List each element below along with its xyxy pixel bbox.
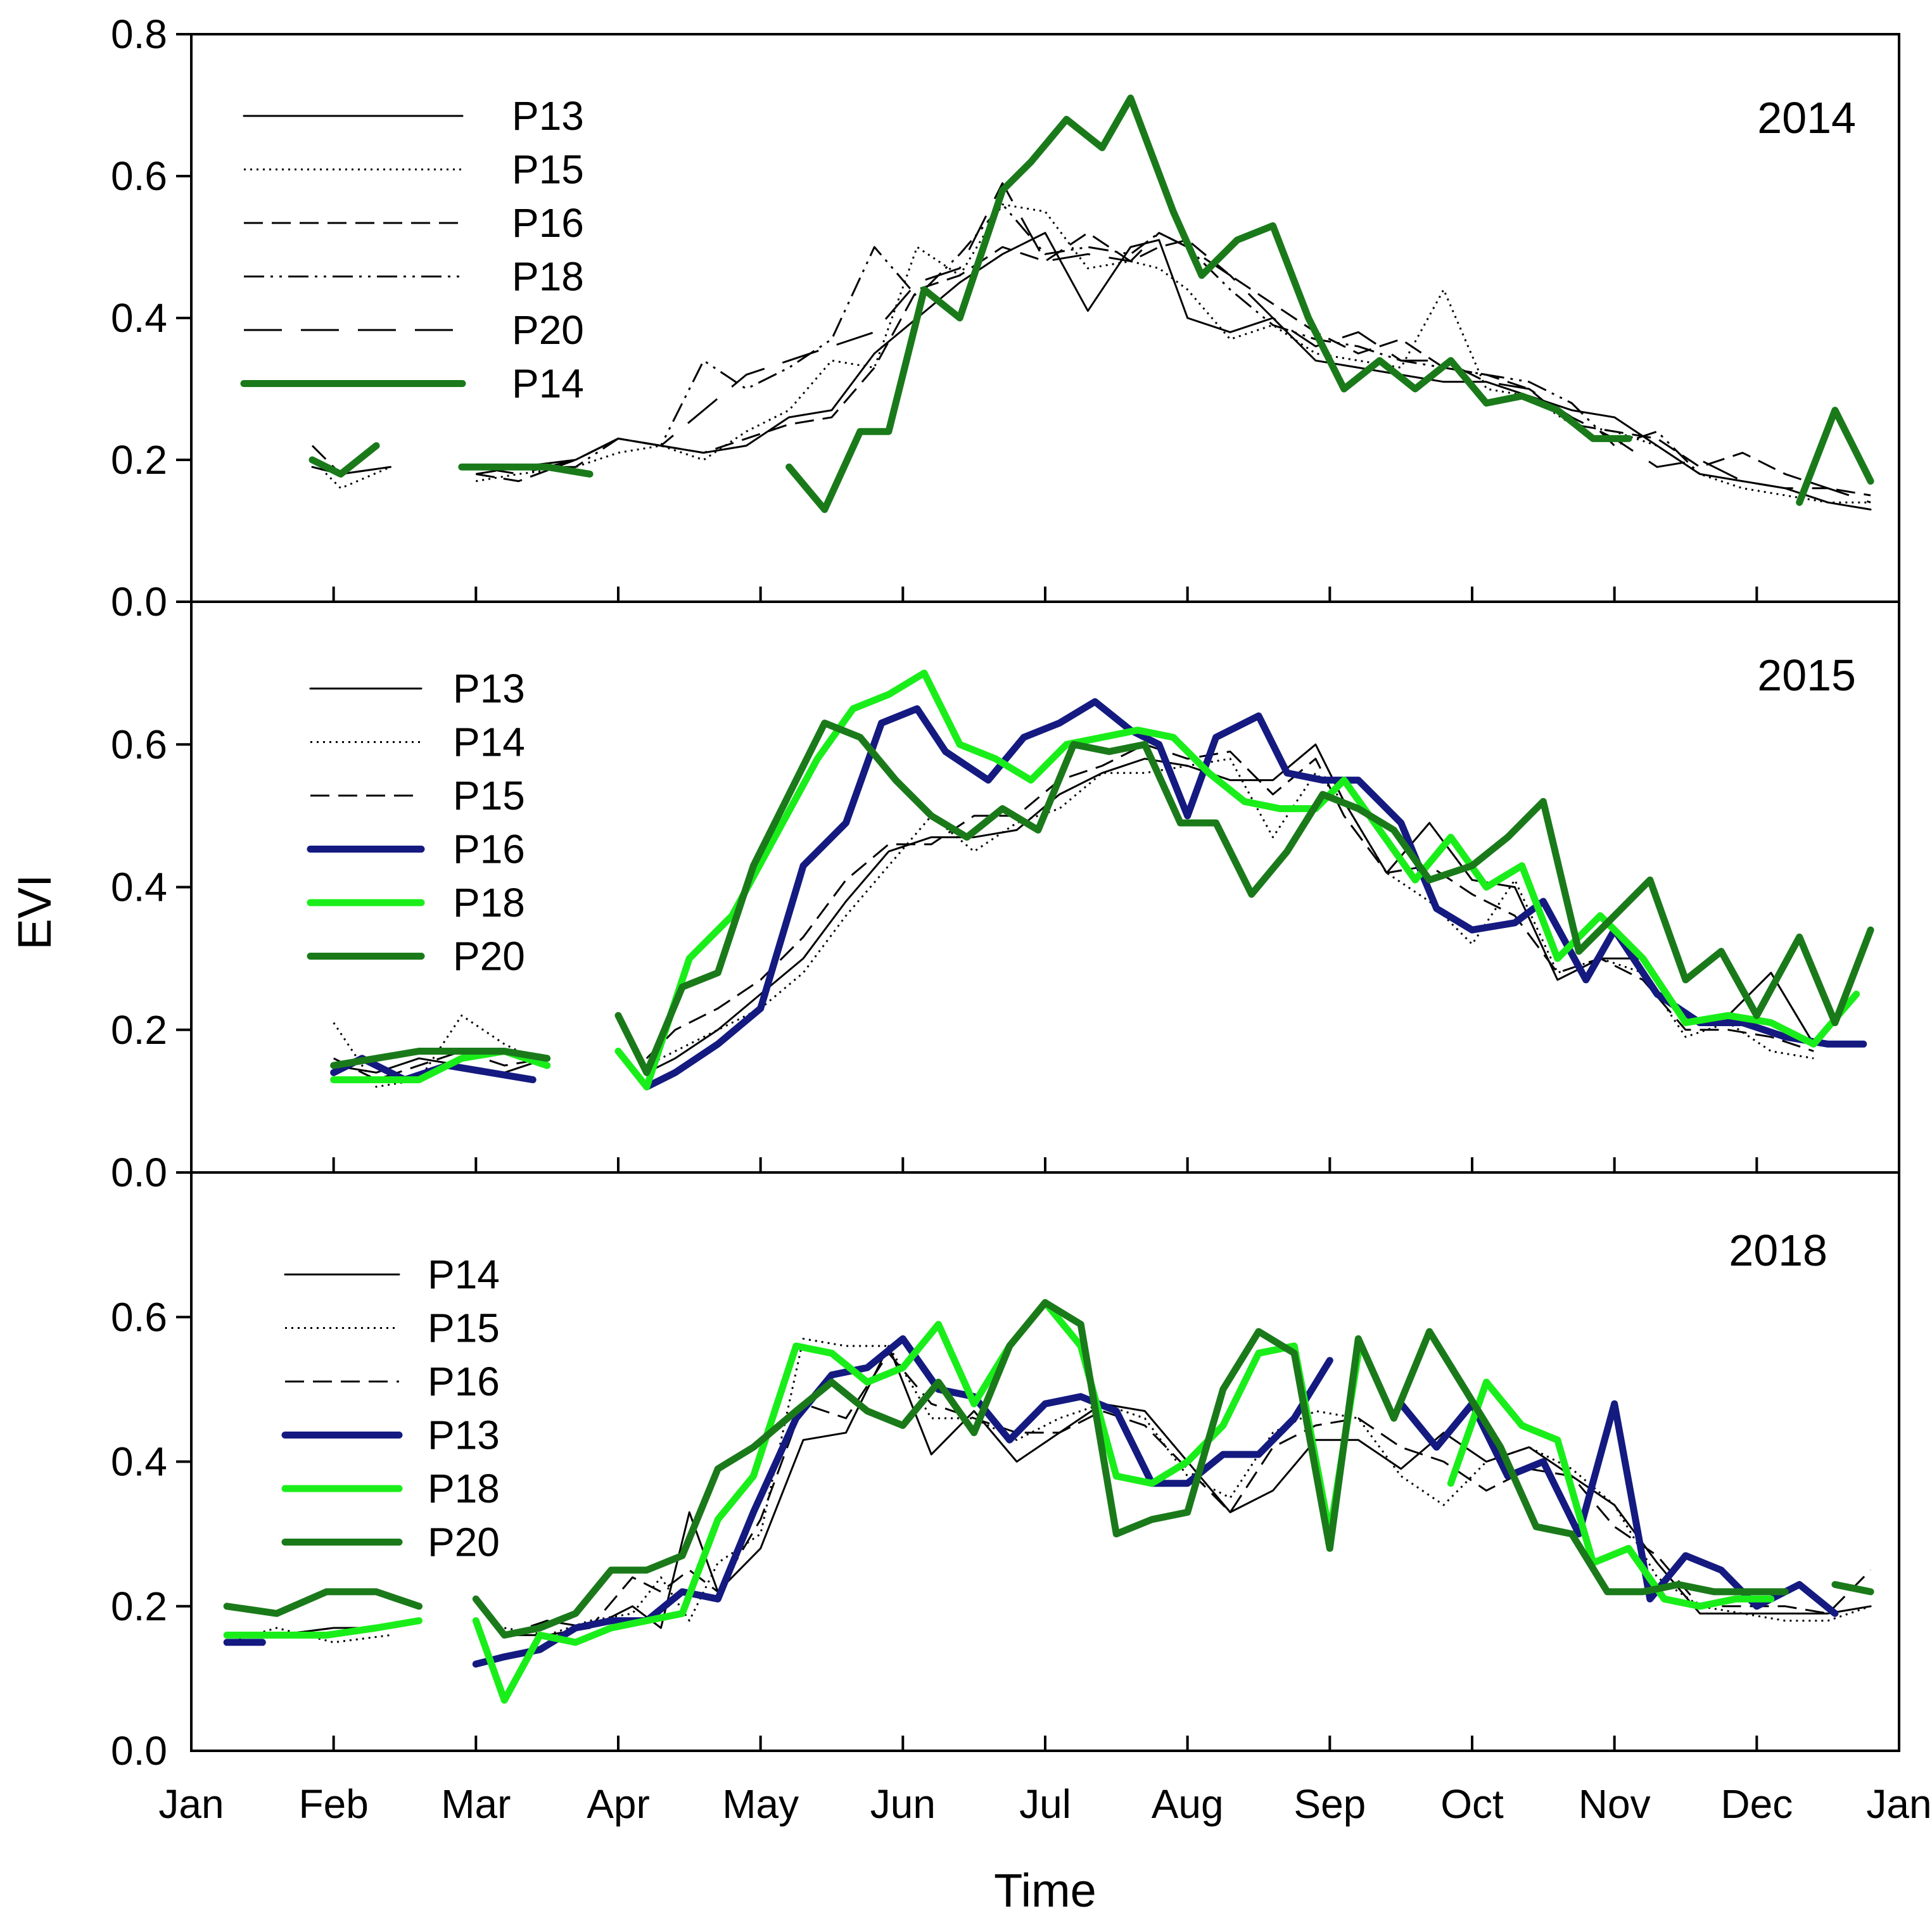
y-tick-label: 0.4 xyxy=(111,295,167,341)
x-tick-label: Jun xyxy=(870,1781,936,1827)
series-line-p14 xyxy=(308,94,1874,513)
y-axis-ticks: 0.0 0.2 0.4 0.6 0.8 xyxy=(111,11,191,625)
x-tick-label: Jan xyxy=(1866,1781,1931,1827)
series-line-p18 xyxy=(330,670,1860,1091)
y-tick-label: 0.8 xyxy=(111,11,167,57)
x-axis-ticks xyxy=(332,1157,1758,1172)
legend-label: P20 xyxy=(453,934,525,979)
x-tick-label: Jul xyxy=(1019,1781,1071,1827)
series-line-p15 xyxy=(311,203,1871,504)
legend-label: P15 xyxy=(428,1306,500,1351)
x-axis-month-labels: Jan Feb Mar Apr May Jun Jul Aug Sep Oct Nov Dec Jan xyxy=(158,1781,1931,1827)
legend: P14 P15 P16 P13 P18 P20 xyxy=(281,1252,500,1565)
x-tick-label: Mar xyxy=(441,1781,511,1827)
legend-label: P15 xyxy=(453,773,525,818)
legend-label: P15 xyxy=(512,147,584,193)
x-tick-label: Oct xyxy=(1440,1781,1504,1827)
x-axis-title: Time xyxy=(994,1864,1096,1917)
legend-label: P16 xyxy=(453,827,525,872)
y-axis-ticks: 0.0 0.2 0.4 0.6 xyxy=(111,1171,191,1774)
x-tick-label: Aug xyxy=(1152,1781,1224,1827)
y-axis-ticks: 0.0 0.2 0.4 0.6 xyxy=(111,600,191,1195)
legend-label: P20 xyxy=(512,307,584,353)
series-line-p13 xyxy=(333,743,1815,1074)
legend-label: P14 xyxy=(453,720,525,765)
legend-label: P13 xyxy=(453,666,525,711)
y-tick-label: 0.2 xyxy=(111,437,167,483)
series-line-p20 xyxy=(330,720,1874,1076)
y-tick-label: 0.0 xyxy=(111,579,167,625)
legend-label: P18 xyxy=(512,254,584,300)
y-tick-label: 0.6 xyxy=(111,1294,167,1340)
y-tick-label: 0.6 xyxy=(111,153,167,199)
panel-title: 2018 xyxy=(1729,1226,1827,1275)
series-lines xyxy=(223,1299,1874,1704)
series-lines xyxy=(330,670,1874,1091)
y-tick-label: 0.0 xyxy=(111,1150,167,1195)
series-line-p16 xyxy=(227,1352,1872,1636)
legend-label: P18 xyxy=(428,1466,500,1511)
legend-label: P18 xyxy=(453,880,525,925)
x-tick-label: Sep xyxy=(1293,1781,1366,1827)
series-line-p15 xyxy=(333,743,1814,1081)
legend-label: P13 xyxy=(512,93,584,139)
x-tick-label: Feb xyxy=(299,1781,369,1827)
y-axis-title: EVI xyxy=(8,874,61,950)
y-tick-label: 0.4 xyxy=(111,1439,167,1485)
panel-2018: 0.0 0.2 0.4 0.6 2018 P14 P15 P16 P13 P18 P20 xyxy=(111,1171,1900,1774)
panel-2015: 0.0 0.2 0.4 0.6 2015 P13 P14 P15 P16 P18 P20 xyxy=(111,600,1900,1195)
x-tick-label: Dec xyxy=(1720,1781,1793,1827)
y-tick-label: 0.2 xyxy=(111,1007,167,1053)
legend-label: P13 xyxy=(428,1413,500,1458)
legend-label: P20 xyxy=(428,1520,500,1565)
y-tick-label: 0.2 xyxy=(111,1584,167,1629)
series-line-p20 xyxy=(223,1299,1874,1639)
y-tick-label: 0.0 xyxy=(111,1728,167,1774)
legend-label: P16 xyxy=(512,200,584,246)
panel-title: 2014 xyxy=(1757,93,1856,143)
legend: P13 P14 P15 P16 P18 P20 xyxy=(307,666,525,979)
x-axis-ticks xyxy=(332,587,1758,602)
x-tick-label: May xyxy=(722,1781,799,1827)
y-tick-label: 0.4 xyxy=(111,865,167,910)
legend: P13 P15 P16 P18 P20 P14 xyxy=(240,93,584,407)
x-tick-label: Apr xyxy=(587,1781,650,1827)
legend-label: P16 xyxy=(428,1359,500,1404)
plot-frame xyxy=(190,33,1900,603)
series-lines xyxy=(308,94,1874,513)
legend-label: P14 xyxy=(512,361,584,407)
x-axis-ticks xyxy=(332,1736,1758,1751)
x-tick-label: Jan xyxy=(158,1781,224,1827)
series-line-p18 xyxy=(223,1299,1775,1704)
y-tick-label: 0.6 xyxy=(111,721,167,767)
legend-label: P14 xyxy=(428,1252,500,1297)
series-line-p18 xyxy=(476,203,1701,475)
panel-2014: 0.0 0.2 0.4 0.6 0.8 2014 P13 P15 P16 P18 P20 P14 xyxy=(111,11,1900,625)
x-tick-label: Nov xyxy=(1579,1781,1651,1827)
series-line-p20 xyxy=(476,182,1871,504)
panel-title: 2015 xyxy=(1757,651,1856,700)
